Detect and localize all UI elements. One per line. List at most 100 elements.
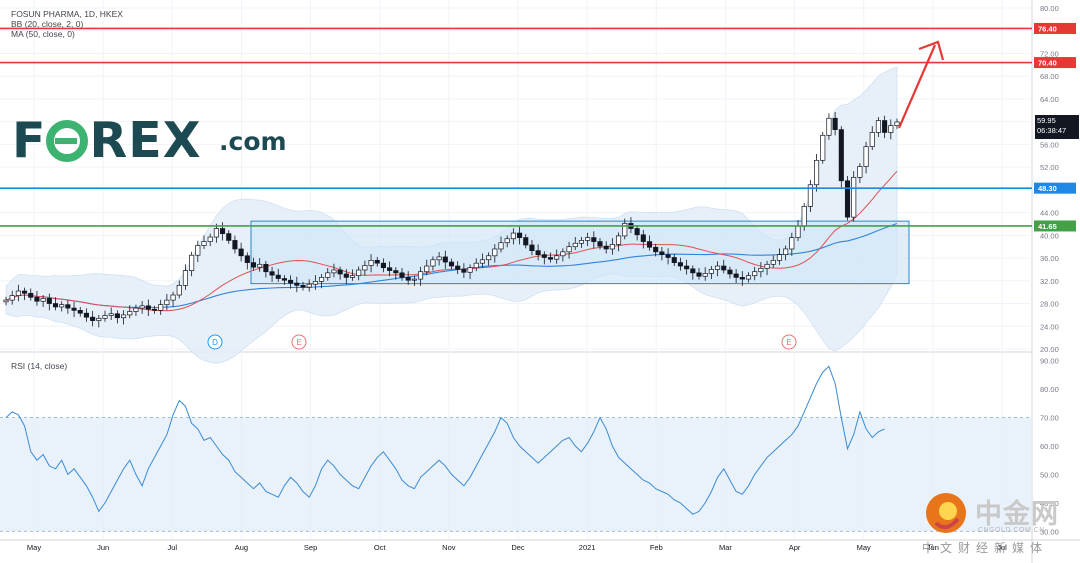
price-tick-label: 68.00	[1040, 72, 1059, 81]
cngold-watermark: 中金网 CNGOLD.COM.CN 中文财经新媒体	[922, 487, 1077, 557]
event-marker	[291, 334, 307, 350]
candle-body	[448, 261, 455, 267]
price-tick-label: 72.00	[1040, 49, 1059, 58]
candle-body	[646, 241, 653, 248]
candle-body	[34, 296, 40, 302]
candle-body	[244, 255, 250, 263]
candle-body	[71, 307, 77, 311]
time-tick-label: Jun	[97, 543, 109, 552]
level-price-tag	[1034, 22, 1076, 34]
candle-body	[40, 298, 46, 302]
candle-body	[733, 273, 739, 278]
candle-body	[814, 159, 820, 186]
event-marker-label: D	[212, 338, 218, 347]
candle-body	[510, 232, 516, 240]
candle-body	[572, 242, 578, 248]
candle-body	[319, 277, 325, 282]
time-tick-label: Aug	[235, 543, 248, 552]
time-tick-label: Jul	[167, 543, 177, 552]
last-price-tag: 59.95 06:38:47	[1035, 114, 1079, 139]
candle-body	[176, 284, 182, 296]
price-tick-label: 36.00	[1040, 254, 1059, 263]
candle-body	[263, 263, 269, 273]
candle-body	[46, 298, 52, 304]
candle-body	[442, 256, 448, 263]
candle-body	[114, 313, 120, 319]
rsi-tick-label: 90.00	[1040, 357, 1059, 366]
candle-body	[368, 259, 374, 266]
bb-indicator-line[interactable]: BB (20, close, 2, 0)	[11, 19, 84, 29]
candle-body	[616, 235, 622, 245]
candle-body	[851, 177, 857, 218]
candle-body	[541, 254, 547, 258]
candle-body	[349, 275, 356, 278]
candle-body	[677, 262, 683, 267]
candle-body	[523, 237, 529, 246]
candle-body	[739, 277, 745, 280]
candle-body	[838, 129, 844, 182]
candle-body	[22, 290, 28, 294]
breakout-arrow-icon	[897, 44, 937, 129]
rsi-legend[interactable]: RSI (14, close)	[11, 361, 68, 371]
watermark-sub: 中文财经新媒体	[922, 541, 1049, 555]
event-marker-label: E	[296, 338, 301, 347]
candle-body	[294, 282, 300, 286]
candle-body	[232, 240, 238, 250]
arrow-head-icon	[918, 40, 945, 61]
time-tick-label: Oct	[374, 543, 387, 552]
candle-body	[306, 283, 312, 288]
candle-body	[108, 313, 114, 316]
candle-body	[226, 233, 232, 241]
candle-body	[151, 308, 158, 311]
candle-body	[399, 272, 405, 278]
candle-body	[356, 269, 362, 277]
candle-body	[863, 146, 869, 167]
candle-body	[566, 246, 572, 253]
candle-body	[343, 273, 349, 278]
forex-logo: F REX .com	[12, 112, 312, 169]
price-tick-label: 52.00	[1040, 163, 1059, 172]
candle-body	[517, 232, 523, 238]
ma-indicator-line[interactable]: MA (50, close, 0)	[11, 29, 75, 39]
candle-body	[844, 180, 851, 218]
candle-body	[473, 262, 479, 269]
logo-suffix: .com	[219, 127, 287, 156]
rsi-line	[5, 365, 885, 515]
candle-body	[461, 269, 467, 273]
candle-body	[554, 255, 560, 260]
time-tick-label: Sep	[304, 543, 317, 552]
candle-body	[189, 254, 195, 271]
candle-body	[826, 117, 832, 136]
candle-body	[467, 267, 473, 273]
candle-body	[15, 290, 21, 296]
candle-body	[857, 166, 863, 178]
candle-body	[696, 272, 702, 277]
candle-body	[684, 265, 690, 270]
candle-body	[288, 279, 294, 284]
candle-body	[362, 265, 368, 271]
candle-body	[102, 315, 108, 319]
candle-body	[504, 238, 510, 244]
symbol-line[interactable]: FOSUN PHARMA, 1D, HKEX	[11, 9, 123, 19]
logo-o-icon	[46, 120, 89, 162]
watermark-cn: 中金网	[975, 499, 1059, 530]
candle-body	[139, 305, 145, 309]
level-price-tag	[1034, 57, 1076, 69]
time-tick-label: Apr	[789, 543, 801, 552]
candle-body	[430, 259, 436, 267]
time-tick-label: May	[27, 543, 41, 552]
watermark-url: CNGOLD.COM.CN	[978, 527, 1045, 534]
candle-body	[195, 245, 201, 256]
candle-body	[133, 307, 139, 312]
time-tick-label: Jul	[997, 543, 1007, 552]
candle-body	[727, 269, 733, 275]
candle-body	[609, 244, 615, 250]
candle-body	[387, 267, 393, 271]
level-price-tag	[1034, 182, 1076, 194]
candle-body	[257, 263, 263, 268]
candle-body	[455, 265, 461, 270]
candle-body	[65, 304, 71, 309]
candle-body	[807, 184, 813, 207]
candle-body	[380, 262, 386, 269]
